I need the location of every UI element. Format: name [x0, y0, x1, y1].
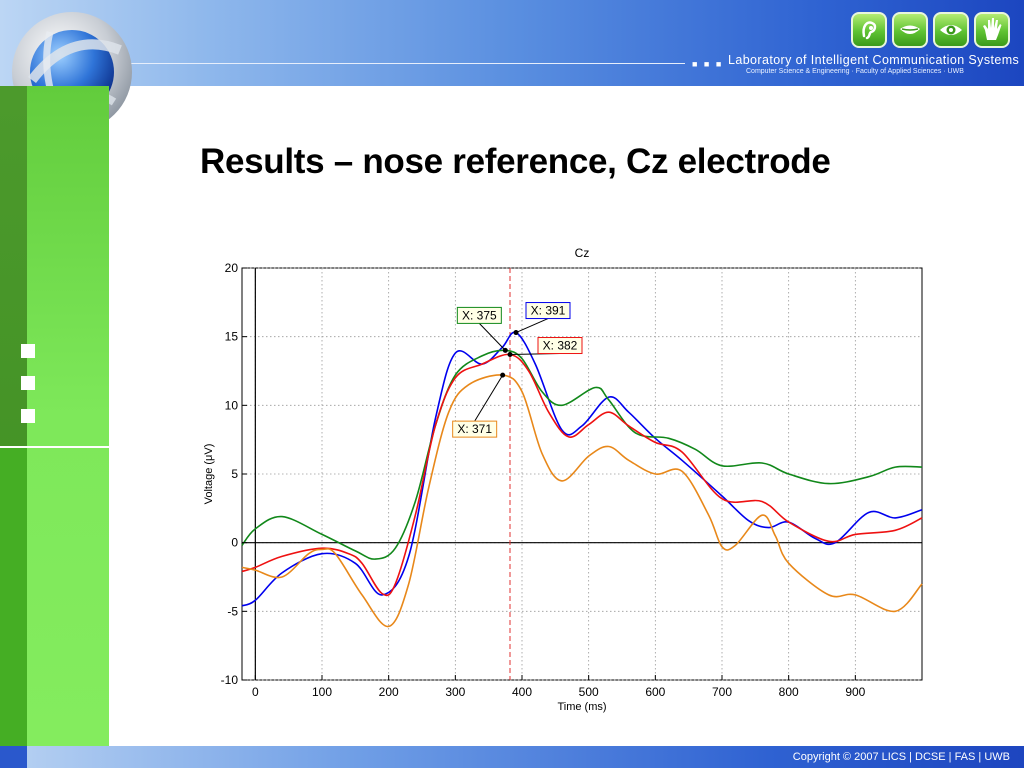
datatip-marker: [513, 330, 519, 336]
footer-block: [0, 746, 27, 768]
y-tick-label: -5: [227, 604, 238, 618]
y-tick-label: 10: [225, 398, 239, 412]
datatip-box: [525, 302, 571, 320]
datatip-label: X: 382: [543, 339, 578, 353]
y-tick-label: 20: [225, 261, 239, 275]
lab-squares: ■ ■ ■: [692, 59, 724, 69]
x-tick-label: 600: [645, 685, 665, 699]
x-tick-label: 0: [252, 685, 259, 699]
x-tick-label: 700: [712, 685, 732, 699]
x-tick-label: 900: [845, 685, 865, 699]
sidebar-light-panel: [27, 86, 109, 746]
datatip-pointer: [478, 323, 506, 351]
lab-title: Laboratory of Intelligent Communication …: [728, 53, 1020, 67]
datatip-marker: [507, 352, 513, 358]
eye-icon: [933, 12, 969, 48]
bullet-square: [21, 344, 35, 358]
datatip-marker: [500, 372, 506, 378]
mouth-icon: [892, 12, 928, 48]
bullet-square: [21, 376, 35, 390]
datatip-marker: [502, 347, 508, 353]
datatip-box: [452, 420, 498, 438]
x-tick-label: 500: [579, 685, 599, 699]
datatip-box: [456, 306, 502, 324]
footer-copyright: Copyright © 2007 LICS | DCSE | FAS | UWB: [792, 751, 1010, 763]
x-axis-label: Time (ms): [557, 701, 606, 713]
datatip-box: [537, 337, 583, 355]
sidebar-lower-strip: [0, 448, 27, 746]
series-line: [241, 374, 923, 628]
datatip-label: X: 391: [531, 304, 566, 318]
x-tick-label: 100: [312, 685, 332, 699]
sidebar-divider: [0, 446, 109, 448]
slide-title: Results – nose reference, Cz electrode: [200, 142, 831, 181]
footer-band: [0, 746, 1024, 768]
series-line: [241, 353, 923, 597]
series-line: [241, 349, 923, 560]
x-tick-label: 800: [779, 685, 799, 699]
y-tick-label: 5: [231, 467, 238, 481]
lab-subtitle: Computer Science & Engineering · Faculty…: [746, 68, 964, 75]
datatip-label: X: 371: [457, 422, 492, 436]
datatip-pointer: [515, 318, 549, 334]
datatip-pointer: [474, 374, 504, 422]
y-tick-label: 0: [231, 536, 238, 550]
y-tick-label: 15: [225, 330, 239, 344]
hand-icon: [974, 12, 1010, 48]
header-divider: [120, 63, 685, 64]
bullet-square: [21, 409, 35, 423]
ear-icon: [851, 12, 887, 48]
y-tick-label: -10: [221, 673, 239, 687]
x-tick-label: 200: [379, 685, 399, 699]
chart-title: Cz: [575, 246, 590, 260]
datatip-label: X: 375: [462, 308, 497, 322]
x-tick-label: 300: [445, 685, 465, 699]
x-tick-label: 400: [512, 685, 532, 699]
y-axis-label: Voltage (μV): [203, 444, 215, 505]
